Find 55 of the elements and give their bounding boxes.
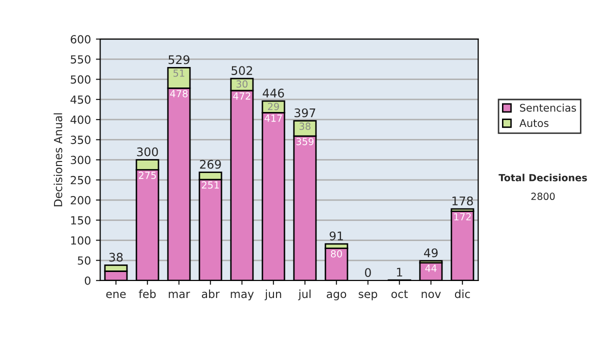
- x-tick-label: feb: [138, 290, 156, 298]
- y-tick-label: 600: [70, 35, 90, 44]
- total-label: 502: [232, 66, 252, 76]
- legend-label: Autos: [519, 119, 548, 128]
- y-tick-label: 100: [71, 236, 90, 245]
- x-tick-label: may: [230, 292, 254, 300]
- x-tick-label: jun: [264, 290, 282, 300]
- total-label: 49: [424, 248, 438, 258]
- data-label: 80: [330, 250, 342, 258]
- text: Total Decisiones: [498, 174, 587, 182]
- x-tick-label: ene: [106, 292, 126, 298]
- total-label: 446: [262, 88, 284, 98]
- data-label: 38: [300, 122, 310, 130]
- data-label: 251: [202, 181, 219, 189]
- y-tick-label: 400: [70, 116, 90, 124]
- y-tick-label: 350: [70, 136, 90, 144]
- x-tick-label: nov: [422, 292, 441, 298]
- y-tick-label: 250: [70, 176, 90, 184]
- x-tick-label: sep: [358, 292, 378, 300]
- total-label: 300: [137, 147, 158, 156]
- x-tick-label: dic: [454, 290, 470, 298]
- data-label: 478: [170, 90, 188, 98]
- text: 2800: [531, 192, 555, 200]
- total-label: 0: [364, 268, 371, 278]
- data-label: 417: [264, 114, 282, 122]
- x-tick-label: jul: [298, 290, 311, 300]
- legend-label: Sentencias: [520, 104, 576, 112]
- data-label: 29: [268, 102, 279, 110]
- data-label: 30: [236, 80, 248, 88]
- data-label: 472: [233, 92, 250, 100]
- y-tick-label: 0: [84, 276, 90, 285]
- y-axis-title: Decisiones Anual: [54, 113, 62, 206]
- total-label: 397: [294, 108, 316, 118]
- y-tick-label: 450: [70, 95, 90, 104]
- x-tick-label: mar: [168, 292, 190, 298]
- data-label: 275: [138, 172, 156, 179]
- data-label: 51: [174, 70, 184, 77]
- total-label: 269: [200, 160, 221, 169]
- x-tick-label: ago: [326, 292, 346, 300]
- x-tick-label: abr: [202, 290, 220, 298]
- total-label: 178: [452, 196, 473, 206]
- x-tick-label: oct: [391, 290, 408, 298]
- total-label: 91: [330, 231, 343, 240]
- y-tick-label: 150: [71, 216, 90, 225]
- y-tick-label: 500: [70, 75, 90, 84]
- data-label: 172: [454, 213, 471, 220]
- data-label: 359: [296, 138, 314, 146]
- total-label: 38: [109, 252, 123, 262]
- total-label: 1: [396, 268, 402, 276]
- y-tick-label: 200: [70, 196, 90, 204]
- y-tick-label: 50: [78, 256, 90, 265]
- y-tick-label: 300: [70, 156, 90, 164]
- y-tick-label: 550: [70, 55, 90, 64]
- total-label: 529: [168, 55, 190, 64]
- data-label: 44: [425, 264, 437, 272]
